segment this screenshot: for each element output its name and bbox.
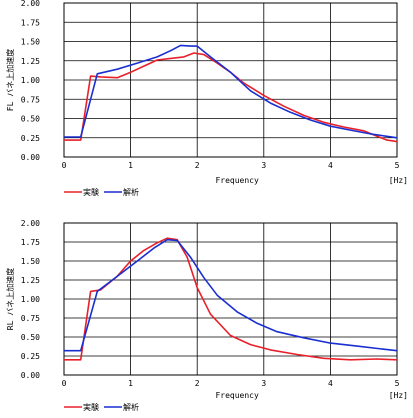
legend-label: 解析 [123,187,139,197]
y-tick-label: 1.00 [21,295,40,304]
y-tick-label: 0.75 [21,95,40,104]
x-tick-label: 2 [195,379,200,388]
y-tick-label: 0.50 [21,115,40,124]
series-line-analysis [64,44,398,139]
y-tick-label: 0.75 [21,314,40,323]
x-axis-label: Frequency [215,176,259,185]
y-tick-label: 1.75 [21,18,40,27]
y-axis-label: RL バネ上加速度 [5,268,15,330]
y-tick-label: 0.25 [21,352,40,361]
x-tick-label: 4 [328,379,333,388]
y-tick-label: 1.75 [21,238,40,247]
y-axis-label: FL バネ上加速度 [5,49,15,111]
legend-label: 実験 [83,187,99,197]
y-tick-label: 0.00 [21,371,40,380]
x-tick-label: 0 [62,161,67,170]
y-tick-label: 0.50 [21,333,40,342]
legend-label: 実験 [83,402,99,412]
x-tick-label: 4 [328,161,333,170]
y-tick-label: 1.50 [21,38,40,47]
x-tick-label: 1 [128,379,133,388]
x-axis-label: Frequency [215,391,259,400]
y-tick-label: 1.25 [21,276,40,285]
y-tick-label: 1.50 [21,257,40,266]
x-axis-unit: [Hz] [389,176,408,185]
y-tick-label: 2.00 [21,219,40,228]
chart-panel-rl: 0 1 2 3 4 5 0.00 0.25 0.50 0.75 1.00 1.25 1.50 1.75 2.… [5,219,408,412]
x-tick-label: 5 [395,161,400,170]
x-tick-label: 3 [261,161,266,170]
series-line-experiment [64,52,398,143]
y-tick-label: 1.00 [21,76,40,85]
y-tick-label: 1.25 [21,57,40,66]
legend-label: 解析 [123,402,139,412]
x-tick-label: 3 [261,379,266,388]
chart-panel-fl: 0 1 2 3 4 5 0.00 0.25 0.50 0.75 1.00 1.25 1.50 1.75 2.… [5,0,408,197]
x-axis-unit: [Hz] [389,391,408,400]
x-tick-label: 5 [395,379,400,388]
x-tick-label: 0 [62,379,67,388]
x-tick-label: 1 [128,161,133,170]
y-tick-label: 0.25 [21,134,40,143]
series-line-analysis [64,238,398,352]
y-tick-label: 2.00 [21,0,40,8]
y-tick-label: 0.00 [21,153,40,162]
x-tick-label: 2 [195,161,200,170]
